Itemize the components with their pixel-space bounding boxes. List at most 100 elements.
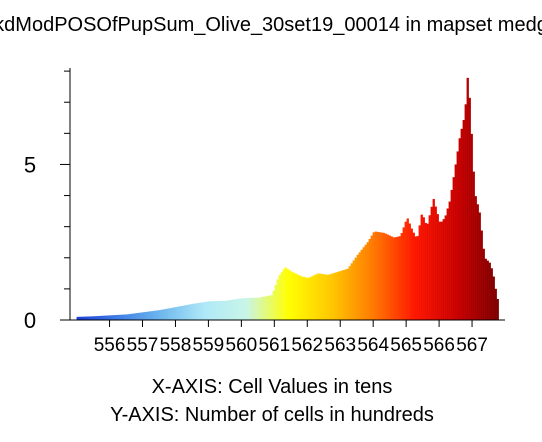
histogram-bar-57: [190, 304, 193, 320]
histogram-bar-207: [490, 268, 493, 320]
histogram-bar-96: [268, 295, 271, 320]
histogram-bar-14: [104, 315, 107, 320]
histogram-bar-162: [400, 233, 403, 320]
histogram-bar-79: [234, 299, 237, 320]
histogram-bar-73: [222, 300, 225, 320]
y-axis-label: Y-AXIS: Number of cells in hundreds: [110, 404, 434, 426]
histogram-bar-130: [336, 271, 339, 320]
histogram-bar-141: [358, 252, 361, 320]
histogram-bar-195: [466, 77, 469, 321]
histogram-bar-134: [344, 269, 347, 320]
histogram-bar-99: [274, 285, 277, 320]
histogram-bar-113: [302, 276, 305, 320]
histogram-bar-152: [380, 232, 383, 320]
histogram-bar-197: [470, 133, 473, 320]
histogram-bar-89: [254, 297, 257, 320]
histogram-bar-124: [324, 274, 327, 320]
histogram-bar-183: [442, 219, 445, 320]
histogram-bar-88: [252, 297, 255, 320]
histogram-bar-60: [196, 303, 199, 320]
histogram-bar-160: [396, 236, 399, 320]
histogram-bar-35: [146, 311, 149, 320]
histogram-bar-150: [376, 231, 379, 320]
histogram-bar-64: [204, 301, 207, 320]
histogram-bar-206: [488, 262, 491, 320]
histogram-bar-81: [238, 298, 241, 320]
histogram-bar-41: [158, 310, 161, 320]
histogram-bar-149: [374, 231, 377, 320]
histogram-bar-54: [184, 305, 187, 320]
histogram-bar-23: [122, 314, 125, 320]
histogram-bar-90: [256, 297, 259, 320]
histogram-bar-18: [112, 315, 115, 320]
histogram-bar-140: [356, 254, 359, 320]
x-tick-label-562: 562: [291, 335, 323, 356]
y-tick-label-5: 5: [24, 152, 36, 177]
histogram-bar-7: [90, 316, 93, 320]
x-axis-ticks: 556 557 558 559 560 561 562 563 564 565 566 567: [94, 320, 488, 356]
histogram-bar-117: [310, 276, 313, 320]
histogram-bar-11: [98, 315, 101, 320]
histogram-bar-110: [296, 274, 299, 320]
histogram-bar-182: [440, 221, 443, 320]
histogram-bar-173: [422, 217, 425, 320]
histogram-bar-139: [354, 257, 357, 320]
histogram-bar-8: [92, 316, 95, 320]
histogram-bar-104: [284, 267, 287, 320]
histogram-bar-31: [138, 312, 141, 320]
y-tick-label-0: 0: [24, 308, 36, 333]
histogram-bar-87: [250, 297, 253, 320]
histogram-bar-34: [144, 311, 147, 320]
histogram-bar-102: [280, 272, 283, 320]
histogram-bar-168: [412, 232, 415, 320]
histogram-bar-27: [130, 313, 133, 320]
histogram-bar-129: [334, 272, 337, 320]
histogram-bar-193: [462, 120, 465, 321]
histogram-bar-49: [174, 307, 177, 320]
histogram-bar-97: [270, 295, 273, 320]
histogram-bar-84: [244, 298, 247, 320]
x-tick-label-561: 561: [258, 335, 290, 356]
histogram-bar-137: [350, 263, 353, 320]
histogram-bar-155: [386, 234, 389, 320]
histogram-bar-55: [186, 304, 189, 320]
histogram-bar-112: [300, 276, 303, 320]
histogram-bar-143: [362, 247, 365, 320]
histogram-bar-4: [84, 316, 87, 320]
histogram-bars: [76, 77, 499, 321]
histogram-bar-159: [394, 237, 397, 320]
x-tick-label-557: 557: [127, 335, 159, 356]
histogram-bar-50: [176, 306, 179, 320]
histogram-bar-144: [364, 244, 367, 320]
histogram-bar-51: [178, 306, 181, 320]
histogram-bar-157: [390, 236, 393, 320]
x-tick-label-565: 565: [390, 335, 422, 356]
histogram-bar-153: [382, 232, 385, 320]
histogram-bar-45: [166, 308, 169, 320]
histogram-bar-131: [338, 271, 341, 320]
histogram-bar-175: [426, 223, 429, 320]
histogram-bar-17: [110, 315, 113, 320]
histogram-bar-101: [278, 275, 281, 320]
histogram-bar-5: [86, 316, 89, 320]
histogram-bar-187: [450, 189, 453, 320]
histogram-bar-178: [432, 199, 435, 320]
histogram-bar-105: [286, 268, 289, 320]
histogram-bar-202: [480, 230, 483, 320]
histogram-bar-108: [292, 272, 295, 320]
histogram-bar-120: [316, 273, 319, 320]
histogram-bar-85: [246, 298, 249, 320]
histogram-bar-164: [404, 221, 407, 320]
histogram-bar-28: [132, 313, 135, 320]
histogram-bar-91: [258, 297, 261, 320]
x-axis-label: X-AXIS: Cell Values in tens: [152, 376, 393, 398]
histogram-bar-170: [416, 236, 419, 320]
histogram-bar-83: [242, 298, 245, 320]
histogram-bar-122: [320, 273, 323, 320]
histogram-bar-77: [230, 299, 233, 320]
histogram-bar-92: [260, 297, 263, 320]
histogram-bar-43: [162, 309, 165, 320]
histogram-bar-115: [306, 277, 309, 320]
histogram-bar-1: [78, 316, 81, 320]
histogram-bar-123: [322, 274, 325, 320]
